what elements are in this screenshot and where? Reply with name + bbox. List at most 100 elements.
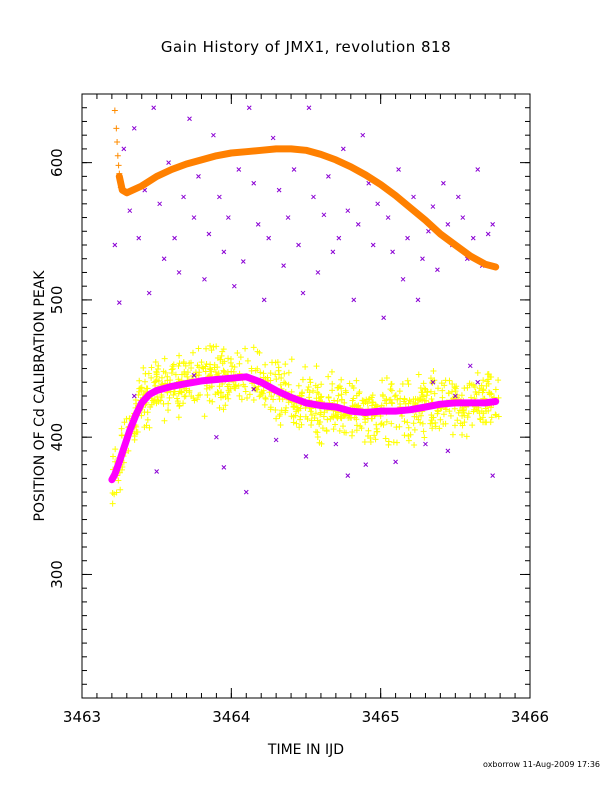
yellow-plus-point <box>277 381 284 388</box>
yellow-plus-point <box>297 416 304 423</box>
yellow-plus-point <box>427 375 434 382</box>
yellow-plus-point <box>487 374 494 381</box>
yellow-plus-point <box>180 400 187 407</box>
purple-x-point <box>176 270 182 275</box>
yellow-plus-point <box>118 425 125 432</box>
yellow-plus-point <box>389 400 396 407</box>
yellow-plus-point <box>439 394 446 401</box>
purple-x-point <box>266 235 272 241</box>
purple-x-point <box>315 270 321 275</box>
yellow-plus-point <box>325 394 332 401</box>
orange-plus-point <box>114 152 121 159</box>
yellow-plus-point <box>207 342 214 349</box>
yellow-plus-point <box>274 359 281 366</box>
purple-x-point <box>181 194 186 200</box>
yellow-plus-point <box>219 348 226 355</box>
yellow-plus-point <box>428 395 435 402</box>
yellow-plus-point <box>372 436 379 443</box>
yellow-plus-point <box>317 394 324 401</box>
yellow-plus-point <box>400 398 407 405</box>
orange-gain-curve <box>115 145 500 271</box>
purple-x-point <box>211 132 216 138</box>
yellow-plus-point <box>290 419 297 426</box>
purple-x-point <box>116 300 122 306</box>
yellow-plus-point <box>328 368 335 375</box>
purple-x-point <box>166 160 171 165</box>
yellow-plus-point <box>157 397 164 404</box>
yellow-plus-point <box>162 369 169 376</box>
yellow-plus-point <box>373 428 380 435</box>
yellow-plus-point <box>209 398 216 405</box>
purple-x-point <box>202 276 207 282</box>
yellow-plus-point <box>401 395 408 402</box>
purple-x-point <box>430 204 436 209</box>
yellow-plus-point <box>176 352 183 359</box>
yellow-plus-point <box>293 420 300 427</box>
yellow-plus-point <box>454 417 461 424</box>
yellow-plus-point <box>451 422 458 429</box>
yellow-plus-point <box>191 397 198 404</box>
yellow-plus-point <box>272 371 279 378</box>
purple-x-point <box>251 180 257 186</box>
yellow-plus-point <box>258 388 265 395</box>
yellow-plus-point <box>411 426 418 433</box>
yellow-plus-point <box>320 413 327 420</box>
yellow-plus-point <box>236 360 243 367</box>
yellow-plus-point <box>295 407 302 414</box>
purple-x-point <box>475 379 481 385</box>
orange-plus-point <box>115 162 122 169</box>
yellow-plus-point <box>174 400 181 407</box>
purple-x-point <box>291 167 297 172</box>
yellow-plus-point <box>421 434 428 441</box>
yellow-plus-point <box>430 368 437 375</box>
purple-x-point <box>460 215 466 220</box>
yellow-plus-point <box>341 399 348 406</box>
yellow-plus-point <box>461 412 468 419</box>
purple-x-point <box>470 235 476 241</box>
yellow-plus-point <box>405 400 412 407</box>
yellow-plus-point <box>118 432 125 439</box>
yellow-plus-point <box>348 414 355 421</box>
yellow-plus-point <box>330 426 337 433</box>
purple-x-point <box>236 167 242 172</box>
purple-x-point <box>485 231 491 237</box>
yellow-plus-point <box>334 397 341 404</box>
yellow-plus-point <box>404 419 411 426</box>
purple-x-point <box>490 473 496 478</box>
yellow-plus-point <box>152 359 159 366</box>
yellow-plus-point <box>110 453 117 460</box>
yellow-plus-point <box>428 417 435 424</box>
yellow-plus-point <box>492 386 499 393</box>
yellow-plus-point <box>136 377 143 384</box>
yellow-plus-point <box>304 416 311 423</box>
yellow-plus-point <box>208 383 215 390</box>
yellow-plus-point <box>442 420 449 427</box>
yellow-plus-point <box>415 397 422 404</box>
yellow-plus-point <box>435 385 442 392</box>
footer-credit: oxborrow 11-Aug-2009 17:36 <box>483 760 600 769</box>
yellow-plus-point <box>367 438 374 445</box>
yellow-plus-point <box>317 419 324 426</box>
purple-x-point <box>276 187 282 193</box>
yellow-plus-point <box>405 381 412 388</box>
yellow-plus-point <box>226 389 233 396</box>
purple-x-point <box>131 125 137 131</box>
purple-x-point <box>326 174 331 179</box>
yellow-plus-point <box>256 393 263 400</box>
yellow-plus-point <box>234 349 241 356</box>
yellow-plus-point <box>479 389 486 396</box>
y-tick-label: 400 <box>48 423 66 452</box>
yellow-plus-point <box>176 403 183 410</box>
yellow-plus-point <box>195 372 202 379</box>
yellow-plus-point <box>459 431 466 438</box>
yellow-plus-point <box>381 397 388 404</box>
yellow-plus-point <box>394 396 401 403</box>
yellow-plus-point <box>165 407 172 414</box>
yellow-plus-point <box>342 389 349 396</box>
yellow-plus-point <box>250 397 257 404</box>
purple-x-point <box>225 215 231 220</box>
yellow-plus-point <box>148 364 155 371</box>
yellow-plus-point <box>359 397 366 404</box>
yellow-plus-point <box>270 396 277 403</box>
yellow-plus-point <box>144 385 151 392</box>
